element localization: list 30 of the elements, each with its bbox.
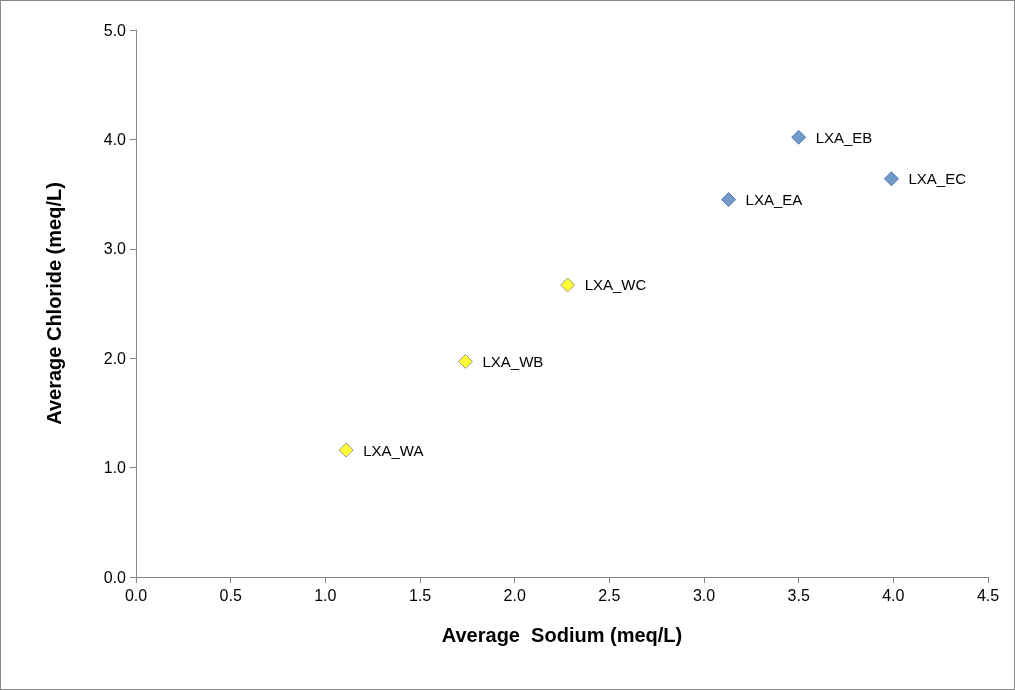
x-tick-label: 0.5: [219, 586, 242, 604]
x-tick-label: 4.0: [882, 586, 905, 604]
x-tick-label: 2.0: [503, 586, 526, 604]
point: [883, 171, 899, 187]
x-tick-label: 0.0: [124, 586, 148, 604]
annotation: LXA_WB: [482, 352, 544, 370]
x-tick-label: 1.5: [408, 586, 432, 604]
annotation: LXA_EC: [908, 170, 967, 188]
x-tick-label: 1.0: [314, 586, 337, 604]
point: [338, 442, 354, 458]
annotation: LXA_EA: [745, 191, 803, 209]
point: [560, 277, 576, 293]
x-tick-label: 3.5: [787, 586, 810, 604]
y-tick-label: 0.0: [103, 568, 127, 586]
y-tick-label: 4.0: [103, 130, 127, 148]
x-tick-label: 2.5: [598, 586, 621, 604]
y-tick-label: 2.0: [103, 349, 127, 367]
y-tick-label: 3.0: [103, 240, 127, 258]
point: [791, 129, 807, 145]
y-tick-label: 1.0: [103, 459, 127, 477]
x-tick-label: 3.0: [692, 586, 716, 604]
x-tick-label: 4.5: [976, 586, 1000, 604]
point: [457, 353, 473, 369]
annotation: LXA_WA: [363, 441, 424, 459]
point: [721, 192, 737, 208]
annotation: LXA_EB: [815, 128, 873, 146]
y-axis-title: Average Chloride (meq/L): [43, 182, 65, 425]
y-tick-label: 5.0: [103, 21, 127, 39]
annotation: LXA_WC: [584, 276, 647, 294]
x-axis-title: Average Sodium (meq/L): [441, 624, 683, 646]
